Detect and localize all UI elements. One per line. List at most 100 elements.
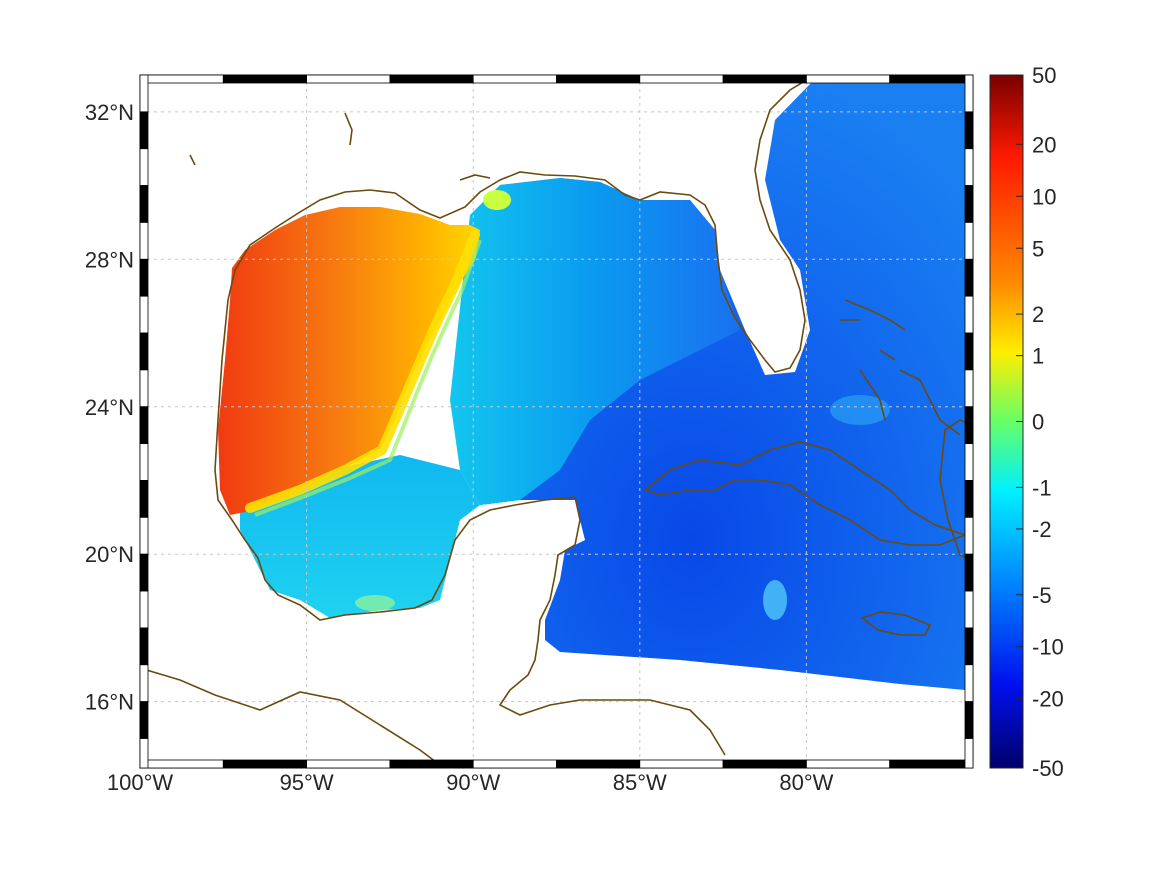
frame-right-seg [964,590,974,629]
frame-left-seg [139,185,149,223]
frame-bottom-seg [722,759,807,769]
lat-tick-label: 20°N [85,542,134,567]
lat-tick-label: 24°N [85,395,134,420]
frame-left-seg [139,222,149,260]
green-front [254,239,482,517]
frame-right-seg [964,406,974,445]
frame-bottom-seg [306,759,391,769]
frame-right-seg [964,258,974,297]
frame-left-seg [139,369,149,408]
frame-bottom-seg [472,759,557,769]
frame-left-seg [139,590,149,629]
frame-right-seg [964,627,974,666]
jamaica-coast [860,611,932,636]
frame-left-seg [139,74,149,113]
mississippi-plume [483,190,511,210]
coastlines [140,75,973,766]
frame-left-seg [139,627,149,666]
lat-tick-label: 16°N [85,690,134,715]
lon-tick-label: 80°W [779,770,833,795]
frame-left-seg [139,553,149,592]
colorbar-tick-label: 20 [1032,132,1056,157]
mexico-pacific-coast [140,667,441,766]
frame-top-seg [306,74,391,84]
frame-right-seg [964,664,974,703]
frame-top-seg [472,74,557,84]
colorbar-tick-label: -10 [1032,635,1064,660]
lat-tick-label: 28°N [85,247,134,272]
central-america-coast [498,639,726,756]
frame-left-seg [139,516,149,555]
colorbar-tick-label: -2 [1032,517,1052,542]
frame-right-seg [964,443,974,481]
lat-tick-label: 32°N [85,100,134,125]
frame-left-seg [139,111,149,150]
colorbar-tick-label: 5 [1032,236,1044,261]
frame-right-seg [964,222,974,260]
frame-left-seg [139,406,149,445]
us-gulf-coast [214,75,816,471]
frame-top-seg [639,74,724,84]
frame-right-seg [964,480,974,518]
florida-straits-light [830,395,890,425]
frame-left-seg [139,738,149,769]
frame-bottom-seg [806,759,891,769]
caribbean-light-patch [763,580,787,620]
frame-left-seg [139,332,149,371]
louisiana-inland [189,112,491,181]
frame-right-seg [964,74,974,113]
bahamas-islands [840,299,961,436]
colorbar-tick-label: 0 [1032,410,1044,435]
frame-bottom-seg [639,759,724,769]
frame-left-seg [139,258,149,297]
frame-left-seg [139,295,149,334]
frame-top-seg [806,74,891,84]
frame-right-seg [964,738,974,769]
colorbar-tick-label: -50 [1032,756,1064,781]
frame-right-seg [964,295,974,334]
ocean-data-field [218,82,965,690]
lon-tick-label: 95°W [280,770,334,795]
campeche-warm-patch [355,595,395,611]
frame-bottom-seg [139,759,224,769]
frame-right-seg [964,701,974,739]
frame-bottom-seg [222,759,308,769]
colorbar-tick-label: -1 [1032,475,1052,500]
frame-left-seg [139,701,149,739]
yellow-front [245,230,480,513]
colorbar-tick-label: 10 [1032,184,1056,209]
longitude-labels: 100°W 95°W 90°W 85°W 80°W [107,770,834,795]
southwest-gulf-field [240,455,480,618]
frame-right-seg [964,111,974,150]
frame-right-seg [964,148,974,186]
latitude-labels: 32°N 28°N 24°N 20°N 16°N [85,100,134,715]
frame-right-seg [964,516,974,555]
lon-tick-label: 90°W [446,770,500,795]
frame-bottom-seg [889,759,974,769]
frame-top-seg [222,74,308,84]
graticule-grid [140,75,973,768]
frame-right-seg [964,332,974,371]
frame-right-seg [964,185,974,223]
frame-left-seg [139,443,149,481]
frame-right-seg [964,553,974,592]
colorbar-tick-label: 50 [1032,63,1056,88]
colorbar-tick-label: -5 [1032,583,1052,608]
frame-bottom-seg [389,759,474,769]
frame-top-seg [556,74,641,84]
cuba-coast [643,441,968,546]
colorbar-tick-label: -20 [1032,687,1064,712]
frame-top-seg [722,74,807,84]
map-frame [139,74,974,769]
mexico-gulf-coast [214,469,581,641]
colorbar-tick-label: 2 [1032,302,1044,327]
frame-left-seg [139,480,149,518]
frame-left-seg [139,148,149,186]
colorbar-tick-label: 1 [1032,344,1044,369]
western-gulf-field [218,207,480,515]
frame-right-seg [964,369,974,408]
frame-top-seg [389,74,474,84]
